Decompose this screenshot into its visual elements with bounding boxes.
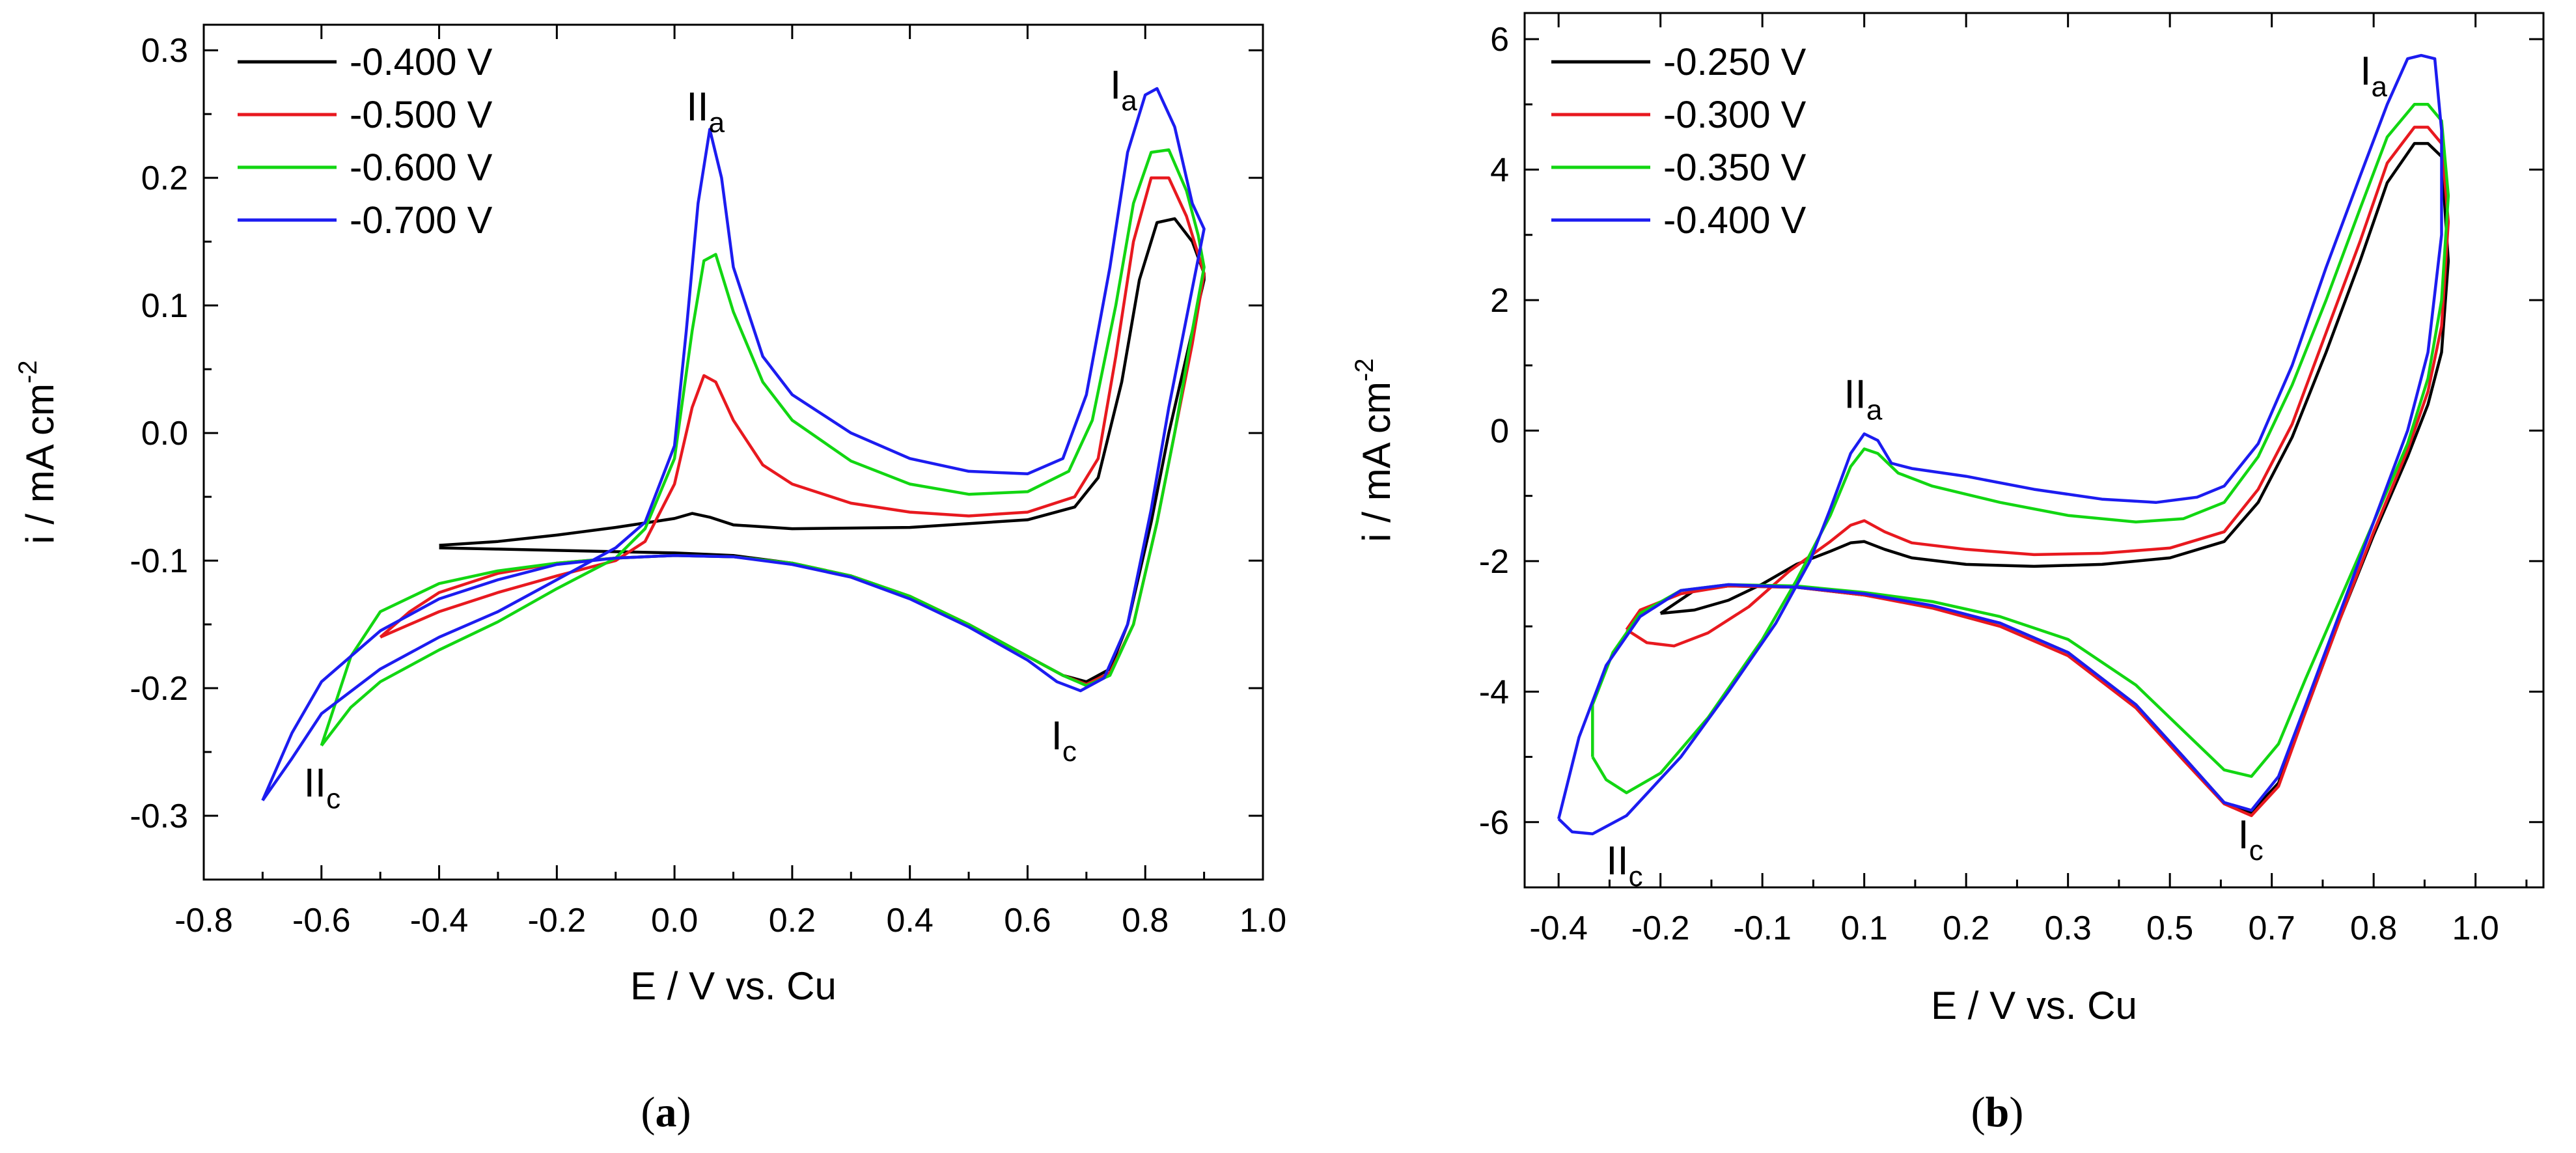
- x-tick-label: 0.0: [651, 902, 698, 939]
- chart-panel-a: -0.8 -0.6 -0.4 -0.2 0.0 0.2 0.4 0.6 0.8 1.0 -0.3 -0…: [14, 23, 1286, 1136]
- peak-annotation-main: I: [2238, 813, 2249, 857]
- series-line-0350: [1591, 103, 2450, 794]
- legend-label: -0.400 V: [1663, 199, 1807, 242]
- series-line-0400: [1557, 53, 2443, 836]
- peak-annotation: Ia: [2360, 49, 2387, 103]
- series-line-0700: [261, 87, 1206, 801]
- legend: -0.250 V -0.300 V -0.350 V -0.400 V: [1551, 41, 1807, 242]
- x-tick-label: 0.7: [2249, 910, 2295, 947]
- legend-label: -0.700 V: [350, 199, 493, 242]
- legend-label: -0.400 V: [350, 41, 493, 83]
- y-tick-label: 6: [1490, 21, 1509, 59]
- peak-annotation: IIa: [686, 85, 725, 139]
- legend-label: -0.350 V: [1663, 146, 1807, 189]
- peak-annotation-main: II: [1844, 372, 1866, 417]
- peak-annotation-subscript: a: [1866, 394, 1883, 426]
- x-axis-title: E / V vs. Cu: [630, 964, 837, 1008]
- y-tick-label: -0.3: [130, 798, 188, 835]
- legend-label: -0.250 V: [1663, 41, 1807, 83]
- y-tick-label: -6: [1479, 804, 1509, 842]
- peak-annotation-subscript: c: [326, 783, 340, 815]
- legend-label: -0.500 V: [350, 94, 493, 136]
- plot-frame: [1523, 12, 2545, 889]
- x-tick-label: 0.2: [769, 902, 816, 939]
- y-axis-title-exponent: -2: [14, 360, 42, 383]
- x-tick-label: -0.4: [410, 902, 469, 939]
- panel-label-letter: a: [656, 1089, 677, 1136]
- series-line-0400: [439, 217, 1206, 684]
- peak-annotation: IIc: [304, 761, 340, 815]
- x-tick-label: -0.6: [292, 902, 351, 939]
- x-tick-label: 0.6: [1004, 902, 1051, 939]
- x-tick-label: 0.2: [1943, 910, 1989, 947]
- chart-panel-b: -0.4 -0.2 -0.1 0.1 0.2 0.3 0.5 0.7 0.8 1.0 -6 -4 -2 0…: [1350, 12, 2545, 1136]
- peak-annotation: IIa: [1844, 372, 1882, 426]
- peak-annotation-subscript: a: [709, 107, 725, 139]
- peak-annotation-main: I: [1110, 63, 1121, 108]
- y-tick-label: 2: [1490, 282, 1509, 320]
- legend: -0.400 V -0.500 V -0.600 V -0.700 V: [238, 41, 493, 242]
- series-line-0300: [1625, 126, 2450, 818]
- peak-annotation-subscript: a: [1121, 85, 1137, 117]
- peak-annotation-main: II: [1606, 839, 1628, 883]
- y-axis-title: i / mA cm-2: [14, 360, 62, 544]
- y-tick-label: 0.2: [141, 160, 188, 197]
- x-tick-label: 1.0: [2452, 910, 2499, 947]
- x-tick-label: 0.3: [2045, 910, 2092, 947]
- peak-annotation-main: I: [1051, 714, 1062, 758]
- x-tick-label: 0.8: [1122, 902, 1169, 939]
- x-tick-label: -0.1: [1733, 910, 1792, 947]
- x-tick-label: -0.2: [528, 902, 587, 939]
- peak-annotation-subscript: c: [1629, 861, 1643, 893]
- peak-annotation-main: II: [304, 761, 326, 806]
- y-tick-label: 4: [1490, 152, 1509, 189]
- legend-label: -0.600 V: [350, 146, 493, 189]
- y-tick-label: 0.3: [141, 32, 188, 70]
- peak-annotation-subscript: c: [2249, 835, 2264, 867]
- y-axis-title-text: i / mA cm: [18, 383, 62, 544]
- y-tick-label: -4: [1479, 673, 1509, 711]
- x-tick-label: 0.4: [887, 902, 934, 939]
- x-tick-label: 0.5: [2146, 910, 2193, 947]
- y-tick-label: 0: [1490, 412, 1509, 450]
- panel-label: (b): [1971, 1089, 2024, 1136]
- peak-annotation: IIc: [1606, 839, 1642, 893]
- peak-annotation: Ia: [1110, 63, 1137, 117]
- y-tick-label: -0.1: [130, 542, 188, 580]
- peak-annotation-main: I: [2360, 49, 2371, 94]
- x-tick-label: 0.8: [2350, 910, 2397, 947]
- peak-annotation-subscript: c: [1062, 736, 1077, 768]
- peak-annotation: Ic: [1051, 714, 1077, 768]
- peak-annotation: Ic: [2238, 813, 2264, 867]
- y-tick-label: -2: [1479, 543, 1509, 581]
- y-axis-title: i / mA cm-2: [1350, 358, 1398, 542]
- x-tick-label: -0.8: [174, 902, 233, 939]
- y-axis-title-text: i / mA cm: [1355, 382, 1398, 542]
- x-tick-label: 1.0: [1240, 902, 1286, 939]
- y-tick-label: 0.0: [141, 415, 188, 452]
- x-axis-title: E / V vs. Cu: [1931, 984, 2137, 1027]
- x-tick-label: -0.2: [1631, 910, 1690, 947]
- y-axis-title-exponent: -2: [1350, 358, 1379, 382]
- y-tick-label: -0.2: [130, 670, 188, 708]
- x-tick-label: -0.4: [1529, 910, 1588, 947]
- y-tick-label: 0.1: [141, 287, 188, 325]
- peak-annotation-main: II: [686, 85, 708, 130]
- series-line-0250: [1659, 142, 2450, 814]
- panel-label: (a): [641, 1089, 691, 1136]
- panel-label-letter: b: [1986, 1089, 2010, 1136]
- legend-label: -0.300 V: [1663, 94, 1807, 136]
- x-tick-label: 0.1: [1841, 910, 1888, 947]
- peak-annotation-subscript: a: [2372, 71, 2388, 103]
